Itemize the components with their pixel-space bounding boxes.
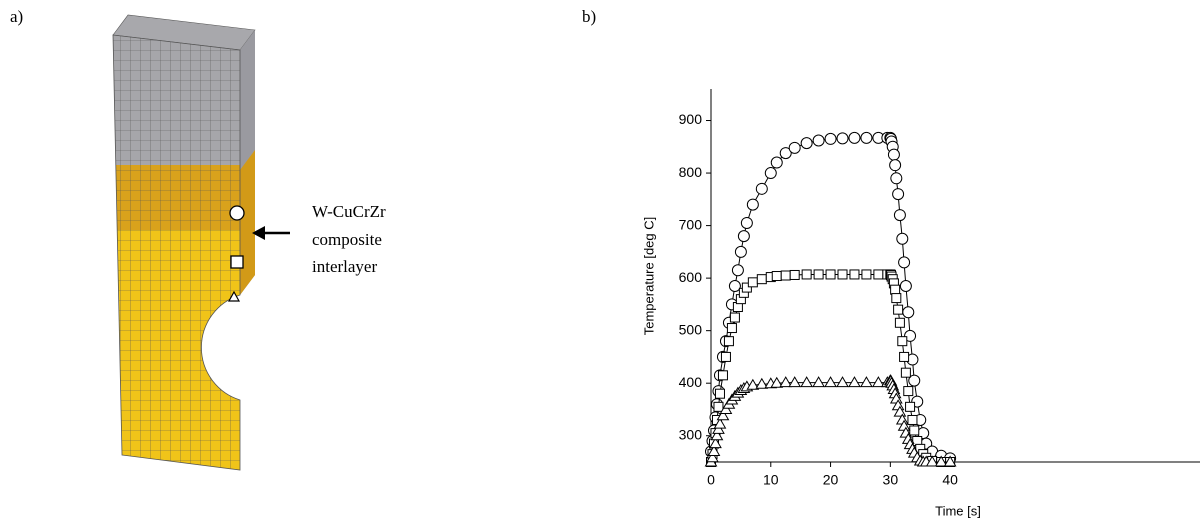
marker bbox=[900, 281, 911, 292]
marker bbox=[814, 270, 823, 279]
y-tick-label: 900 bbox=[679, 111, 703, 127]
arrow bbox=[252, 226, 290, 240]
marker bbox=[729, 281, 740, 292]
y-tick-label: 500 bbox=[679, 321, 703, 337]
marker bbox=[893, 189, 904, 200]
x-tick-label: 10 bbox=[763, 472, 779, 488]
marker bbox=[738, 231, 749, 242]
marker bbox=[748, 278, 757, 287]
marker bbox=[714, 402, 723, 411]
y-tick-label: 300 bbox=[679, 426, 703, 442]
marker bbox=[888, 149, 899, 160]
y-tick-label: 600 bbox=[679, 269, 703, 285]
marker bbox=[826, 270, 835, 279]
marker bbox=[765, 168, 776, 179]
marker bbox=[735, 246, 746, 257]
marker bbox=[772, 272, 781, 281]
marker bbox=[732, 265, 743, 276]
panel-label: b) bbox=[582, 7, 596, 26]
marker bbox=[801, 377, 812, 387]
marker bbox=[837, 377, 848, 387]
marker bbox=[849, 132, 860, 143]
marker bbox=[813, 135, 824, 146]
marker bbox=[861, 377, 872, 387]
marker bbox=[721, 352, 730, 361]
annotation: interlayer bbox=[312, 257, 377, 276]
marker bbox=[895, 318, 904, 327]
marker bbox=[898, 337, 907, 346]
marker bbox=[903, 307, 914, 318]
marker bbox=[715, 389, 724, 398]
marker bbox=[802, 270, 811, 279]
page: a) b) W-CuCrZr composite interlayer Time… bbox=[0, 0, 1202, 524]
marker bbox=[897, 233, 908, 244]
marker bbox=[908, 415, 917, 424]
marker bbox=[899, 257, 910, 268]
marker bbox=[825, 377, 836, 387]
marker bbox=[901, 368, 910, 377]
marker bbox=[838, 270, 847, 279]
y-tick-label: 800 bbox=[679, 164, 703, 180]
marker bbox=[789, 377, 800, 387]
mesh-model bbox=[100, 0, 260, 490]
marker bbox=[850, 270, 859, 279]
marker bbox=[781, 271, 790, 280]
marker bbox=[894, 210, 905, 221]
marker bbox=[771, 157, 782, 168]
marker bbox=[718, 371, 727, 380]
marker bbox=[813, 377, 824, 387]
x-axis-title: Time [s] bbox=[935, 503, 981, 518]
marker bbox=[724, 337, 733, 346]
marker bbox=[837, 133, 848, 144]
annotation: W-CuCrZr bbox=[312, 202, 386, 221]
marker bbox=[741, 217, 752, 228]
marker bbox=[900, 352, 909, 361]
x-tick-label: 30 bbox=[883, 472, 899, 488]
x-tick-label: 20 bbox=[823, 472, 839, 488]
marker bbox=[789, 142, 800, 153]
y-axis-title: Temperature [deg C] bbox=[641, 217, 656, 336]
marker bbox=[790, 270, 799, 279]
marker bbox=[757, 275, 766, 284]
marker bbox=[894, 305, 903, 314]
figure: a) b) W-CuCrZr composite interlayer Time… bbox=[0, 0, 1202, 524]
marker bbox=[891, 285, 900, 294]
marker bbox=[874, 270, 883, 279]
marker bbox=[801, 138, 812, 149]
marker bbox=[906, 402, 915, 411]
x-tick-label: 40 bbox=[942, 472, 958, 488]
marker bbox=[727, 324, 736, 333]
marker bbox=[910, 426, 919, 435]
marker bbox=[747, 199, 758, 210]
y-tick-label: 400 bbox=[679, 374, 703, 390]
x-tick-label: 0 bbox=[707, 472, 715, 488]
marker bbox=[891, 173, 902, 184]
marker bbox=[890, 160, 901, 171]
marker bbox=[825, 133, 836, 144]
marker bbox=[904, 387, 913, 396]
marker bbox=[861, 132, 872, 143]
y-tick-label: 700 bbox=[679, 216, 703, 232]
marker bbox=[756, 183, 767, 194]
annotation: composite bbox=[312, 230, 382, 249]
marker bbox=[862, 270, 871, 279]
marker bbox=[730, 313, 739, 322]
marker bbox=[892, 294, 901, 303]
panel-label: a) bbox=[10, 7, 23, 26]
marker bbox=[849, 377, 860, 387]
